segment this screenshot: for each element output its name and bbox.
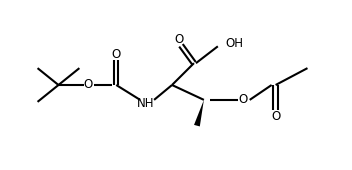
Text: NH: NH	[137, 97, 155, 110]
Text: O: O	[84, 79, 93, 91]
Text: O: O	[271, 110, 280, 123]
Text: O: O	[174, 33, 184, 46]
Text: O: O	[238, 93, 247, 106]
Text: OH: OH	[226, 37, 244, 50]
Text: O: O	[112, 48, 121, 61]
Polygon shape	[194, 100, 204, 126]
